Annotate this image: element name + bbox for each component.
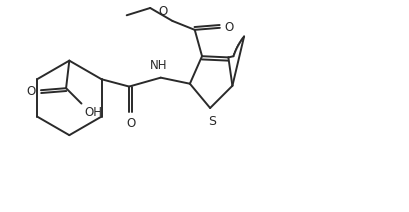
Text: OH: OH	[85, 106, 103, 119]
Text: S: S	[208, 114, 216, 127]
Text: O: O	[126, 117, 135, 130]
Text: NH: NH	[150, 59, 167, 72]
Text: O: O	[157, 5, 167, 18]
Text: O: O	[27, 85, 36, 98]
Text: O: O	[224, 21, 234, 33]
